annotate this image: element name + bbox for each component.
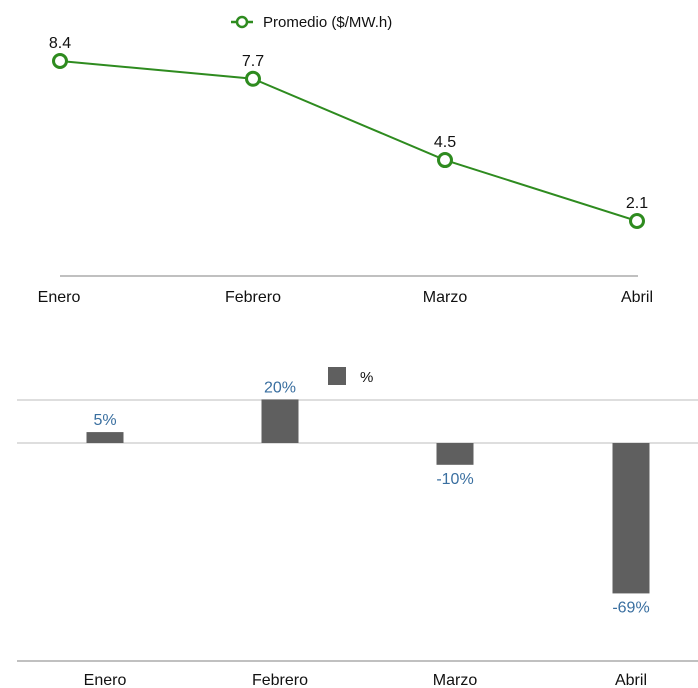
bar-data-label: -69% xyxy=(612,599,649,616)
line-x-tick-label: Abril xyxy=(621,289,653,306)
bar xyxy=(612,443,650,594)
line-point xyxy=(245,70,261,87)
bar xyxy=(436,443,474,465)
line-data-label: 2.1 xyxy=(626,195,648,212)
line-x-tick-label: Marzo xyxy=(423,289,468,306)
bar-x-tick-label: Febrero xyxy=(252,672,308,688)
bar xyxy=(86,432,124,443)
bar-legend-label: % xyxy=(360,369,373,386)
line-data-label: 8.4 xyxy=(49,35,71,52)
bar-x-tick-label: Marzo xyxy=(433,672,478,688)
bar-data-label: -10% xyxy=(436,471,473,488)
line-x-tick-label: Febrero xyxy=(225,289,281,306)
line-point xyxy=(52,53,68,69)
bar-data-label: 5% xyxy=(93,412,116,429)
bar-data-label: 20% xyxy=(264,379,296,396)
line-point xyxy=(437,152,453,169)
bar-x-tick-label: Abril xyxy=(615,672,647,688)
line-data-label: 4.5 xyxy=(434,134,456,151)
line-point xyxy=(629,213,645,230)
line-data-label: 7.7 xyxy=(242,53,264,70)
bar xyxy=(261,399,299,443)
bar-chart: % 5% 20% -10% -69% Enero Febrero Marzo Abril xyxy=(17,367,698,688)
bar-x-tick-label: Enero xyxy=(84,672,127,688)
line-chart: Promedio ($/MW.h) 8.4 7.7 4.5 2.1 Enero Febr… xyxy=(38,14,653,306)
line-legend-swatch-marker xyxy=(235,15,249,29)
line-x-tick-label: Enero xyxy=(38,289,81,306)
bar-legend: % xyxy=(328,367,373,386)
bar-legend-swatch xyxy=(328,367,346,385)
line-legend-label: Promedio ($/MW.h) xyxy=(263,14,392,31)
line-legend: Promedio ($/MW.h) xyxy=(231,14,392,31)
line-series xyxy=(59,60,638,222)
